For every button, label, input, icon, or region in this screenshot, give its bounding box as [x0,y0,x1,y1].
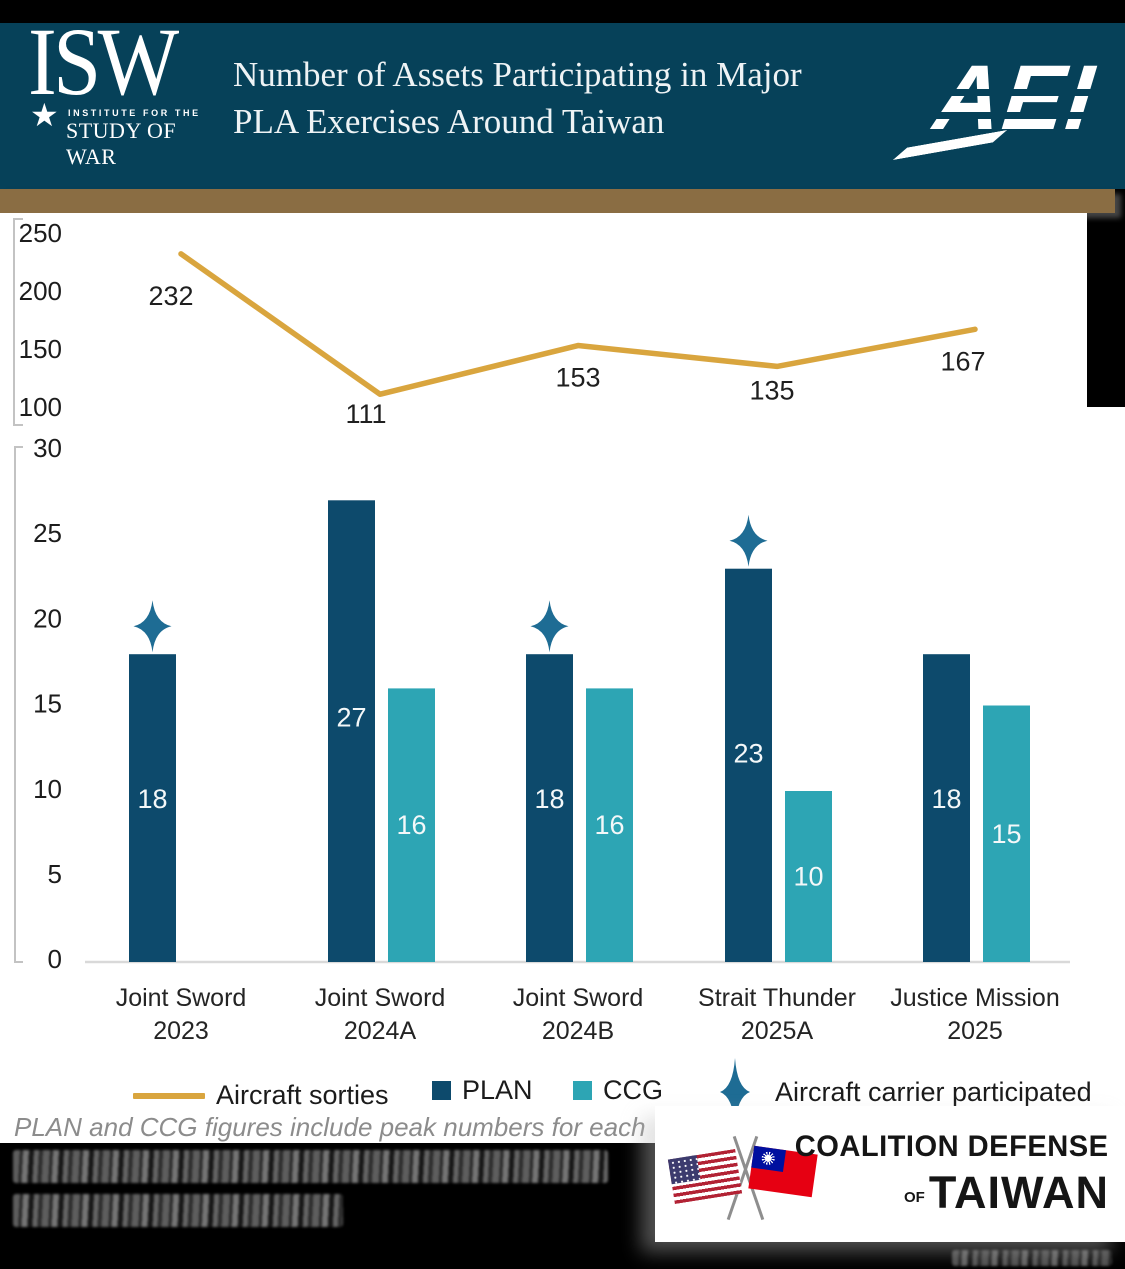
svg-text:10: 10 [793,862,823,892]
svg-text:18: 18 [137,784,167,814]
ccg-square-swatch [573,1081,592,1100]
gold-divider-bar [0,189,1115,213]
svg-text:2024A: 2024A [344,1017,417,1045]
svg-text:111: 111 [345,399,386,429]
svg-text:150: 150 [19,334,62,364]
header-band: ISW ★ INSTITUTE FOR THE STUDY OF WAR Num… [0,8,1125,189]
svg-text:Justice Mission: Justice Mission [890,984,1060,1012]
svg-text:5: 5 [48,859,62,889]
svg-text:Joint Sword: Joint Sword [116,984,247,1012]
footnote-text: PLAN and CCG figures include peak number… [14,1112,646,1142]
svg-text:0: 0 [48,944,62,974]
legend-label: PLAN [462,1075,533,1105]
svg-text:30: 30 [33,433,62,463]
svg-text:232: 232 [148,281,193,311]
coalition-line2: OFTAIWAN [904,1167,1109,1218]
svg-text:2024B: 2024B [542,1017,614,1045]
carrier-star-icon [720,1058,750,1126]
svg-text:16: 16 [396,810,426,840]
svg-text:167: 167 [940,346,985,376]
taiwan-flag-canton [751,1145,786,1172]
svg-text:Joint Sword: Joint Sword [513,984,644,1012]
isw-acronym: ISW [28,8,179,115]
svg-text:20: 20 [33,603,62,633]
us-flag [667,1148,743,1205]
taiwan-sun-icon [760,1150,776,1166]
svg-text:27: 27 [336,702,366,732]
page-title: Number of Assets Participating in Major … [233,51,802,145]
legend-label: CCG [603,1075,663,1105]
legend-item-carrier: Aircraft carrier participated [714,1056,1092,1128]
redacted-text-bar [13,1150,608,1183]
svg-text:200: 200 [19,276,62,306]
legend: Aircraft sorties PLAN CCG Aircraft carri… [0,1056,1125,1128]
svg-text:18: 18 [534,784,564,814]
isw-logo: ISW ★ INSTITUTE FOR THE STUDY OF WAR [28,8,228,183]
svg-text:Joint Sword: Joint Sword [315,984,446,1012]
svg-text:25: 25 [33,518,62,548]
gold-line-swatch [133,1092,205,1099]
redacted-source-text [952,1250,1112,1266]
legend-item-ccg: CCG [573,1075,663,1106]
svg-text:153: 153 [555,363,600,393]
us-flag-canton [667,1155,701,1185]
svg-text:16: 16 [594,810,624,840]
legend-label: Aircraft sorties [216,1080,389,1110]
coalition-wordmark: COALITION DEFENSE OFTAIWAN [785,1130,1109,1218]
legend-item-plan: PLAN [432,1075,533,1106]
svg-text:23: 23 [733,739,763,769]
svg-text:250: 250 [19,218,62,248]
aei-stripe-cut [927,89,1103,96]
isw-caption-line2: STUDY OF WAR [66,118,177,169]
svg-text:2025: 2025 [947,1017,1003,1045]
svg-text:10: 10 [33,774,62,804]
star-icon: ★ [30,97,59,133]
svg-text:Strait Thunder: Strait Thunder [698,984,856,1012]
svg-text:2023: 2023 [153,1017,209,1045]
legend-label: Aircraft carrier participated [775,1076,1092,1107]
legend-item-aircraft-sorties: Aircraft sorties [133,1080,389,1111]
svg-text:18: 18 [931,784,961,814]
svg-text:135: 135 [749,375,794,405]
aei-stripe-cut [927,112,1103,119]
svg-text:15: 15 [33,689,62,719]
title-line-1: Number of Assets Participating in Major [233,55,802,94]
title-line-2: PLA Exercises Around Taiwan [233,102,665,141]
plan-square-swatch [432,1081,451,1100]
coalition-of: OF [904,1189,925,1206]
svg-text:100: 100 [19,392,62,422]
svg-text:2025A: 2025A [741,1017,814,1045]
svg-text:15: 15 [991,819,1021,849]
coalition-logo-panel: COALITION DEFENSE OFTAIWAN [655,1106,1125,1242]
redacted-text-bar [13,1194,343,1227]
line-chart-panel [0,213,1087,407]
isw-caption-line1: INSTITUTE FOR THE [68,108,201,118]
aei-logo: AEI [935,47,1103,168]
coalition-line1: COALITION DEFENSE [795,1130,1109,1163]
